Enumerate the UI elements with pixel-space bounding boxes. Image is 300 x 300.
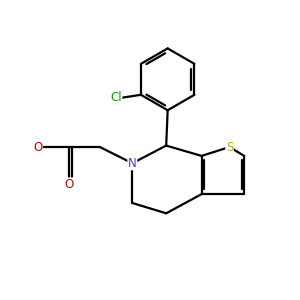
Text: S: S: [226, 141, 233, 154]
Text: O: O: [33, 141, 43, 154]
Text: N: N: [128, 157, 137, 170]
Text: Cl: Cl: [110, 91, 122, 104]
Text: O: O: [64, 178, 74, 191]
